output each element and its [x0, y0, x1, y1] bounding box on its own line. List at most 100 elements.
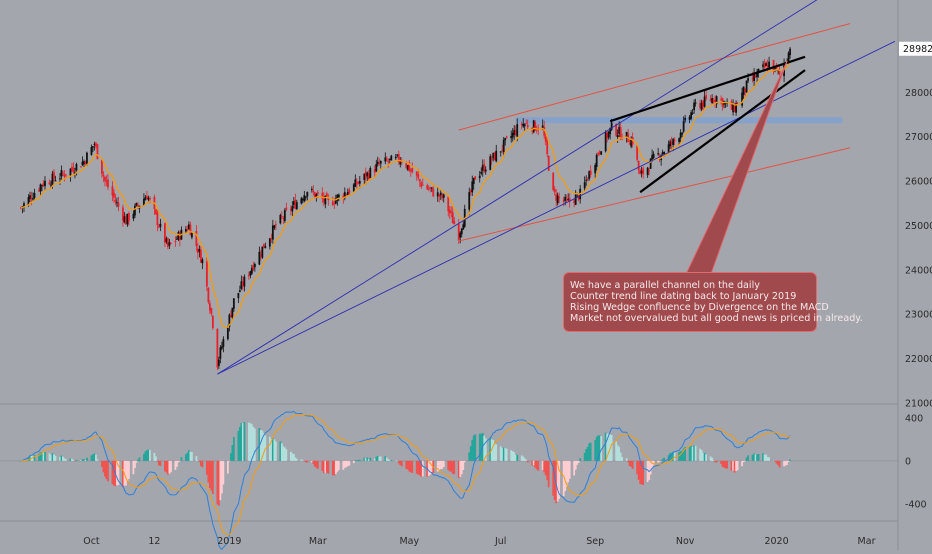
macd-histogram-bar — [636, 460, 639, 475]
macd-histogram-bar — [610, 434, 613, 461]
macd-histogram-bar — [113, 460, 115, 486]
macd-histogram-bar — [334, 460, 337, 475]
macd-histogram-bar — [178, 460, 181, 462]
macd-histogram-bar — [165, 460, 168, 473]
macd-histogram-bar — [228, 460, 231, 462]
candle-body — [324, 195, 327, 205]
candle-body — [285, 207, 288, 210]
candle-body — [600, 151, 603, 155]
candle-body — [259, 254, 262, 256]
candle-body — [54, 180, 57, 182]
candle-body — [625, 131, 628, 138]
candle-body — [155, 209, 157, 214]
candle-body — [679, 132, 682, 139]
macd-histogram-bar — [62, 456, 64, 461]
candle-body — [474, 176, 477, 180]
candle-body — [113, 192, 115, 198]
macd-histogram-bar — [125, 460, 127, 486]
candle-body — [93, 143, 96, 145]
macd-histogram-bar — [331, 460, 334, 476]
candle-body — [92, 146, 94, 148]
candle-body — [442, 194, 445, 198]
macd-histogram-bar — [295, 458, 298, 461]
time-tick-label: May — [399, 536, 419, 547]
macd-histogram-bar — [639, 460, 642, 484]
candle-body — [642, 168, 645, 175]
macd-histogram-bar — [427, 460, 430, 477]
macd-histogram-bar — [657, 460, 660, 463]
annotation-pointer-shape — [685, 61, 788, 275]
annotation-callout: We have a parallel channel on the daily … — [563, 272, 863, 332]
macd-histogram-bar — [259, 430, 262, 461]
candle-body — [292, 201, 295, 205]
candle-body — [483, 163, 486, 172]
macd-histogram-bar — [39, 452, 42, 461]
candle-body — [610, 122, 613, 130]
candle-body — [432, 188, 435, 197]
candle-body — [594, 165, 597, 174]
macd-histogram-bar — [292, 454, 295, 461]
candle-body — [730, 101, 733, 110]
macd-histogram-bar — [568, 460, 571, 479]
candle-body — [427, 188, 430, 190]
candle-body — [525, 123, 528, 125]
candle-body — [534, 122, 537, 131]
candle-body — [489, 156, 492, 170]
macd-histogram-bar — [366, 457, 369, 461]
candle-body — [588, 171, 591, 179]
macd-histogram-bar — [144, 451, 147, 461]
macd-histogram-bar — [155, 456, 157, 461]
candle-body — [493, 152, 496, 161]
macd-histogram-bar — [135, 460, 138, 463]
macd-histogram-bar — [143, 453, 145, 461]
candle-body — [460, 228, 463, 235]
macd-histogram-bar — [291, 453, 294, 461]
macd-histogram-bar — [279, 441, 282, 461]
macd-histogram-bar — [501, 448, 504, 461]
macd-histogram-bar — [699, 448, 702, 461]
macd-histogram-bar — [768, 457, 770, 461]
candle-body — [499, 151, 502, 153]
candle-body — [107, 179, 109, 188]
candle-body — [462, 224, 465, 230]
candle-body — [270, 238, 273, 240]
candle-body — [468, 192, 471, 210]
candle-body — [583, 182, 586, 189]
candle-body — [628, 143, 631, 145]
candle-body — [744, 88, 746, 92]
macd-histogram-bar — [105, 460, 108, 480]
candle-body — [511, 132, 514, 138]
candle-body — [616, 135, 619, 137]
macd-histogram-bar — [558, 460, 561, 499]
macd-histogram-bar — [345, 460, 348, 468]
candle-body — [480, 172, 483, 174]
macd-histogram-bar — [492, 439, 495, 461]
macd-histogram-bar — [205, 460, 208, 475]
candle-body — [714, 99, 717, 102]
candle-body — [117, 202, 120, 207]
price-tick-label: 28000 — [905, 88, 932, 99]
candle-body — [207, 287, 210, 303]
candle-body — [447, 197, 450, 212]
macd-histogram-bar — [652, 460, 655, 466]
candle-body — [469, 190, 472, 192]
macd-histogram-bar — [763, 454, 766, 461]
candle-body — [168, 242, 171, 246]
macd-histogram-bar — [574, 460, 577, 470]
candle-body — [137, 204, 139, 206]
macd-histogram-bar — [681, 451, 684, 461]
macd-histogram-bar — [271, 438, 274, 461]
candle-body — [250, 268, 253, 274]
macd-histogram-bar — [128, 460, 130, 479]
macd-histogram-bar — [243, 421, 246, 461]
macd-histogram-bar — [69, 458, 72, 461]
candle-body — [733, 105, 736, 112]
macd-histogram-bar — [417, 460, 420, 475]
candle-body — [756, 72, 758, 78]
candle-body — [388, 158, 391, 160]
macd-histogram-bar — [783, 460, 785, 467]
macd-histogram-bar — [691, 446, 694, 461]
macd-histogram-bar — [285, 449, 288, 461]
macd-histogram-bar — [310, 460, 313, 463]
